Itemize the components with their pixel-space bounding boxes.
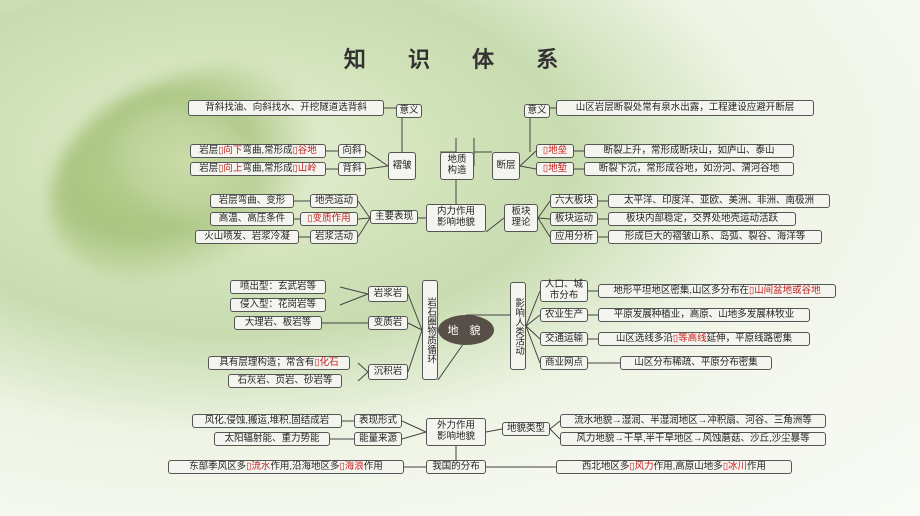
node-n_anticline_desc: 背斜找油、向斜找水、开挖隧道选背斜 xyxy=(188,100,384,116)
node-n_geostruct: 地质构造 xyxy=(440,152,474,180)
node-n_crust_d: 岩层弯曲、变形 xyxy=(210,194,294,208)
node-n_fault: 断层 xyxy=(492,152,520,180)
node-n_agri_d: 平原发展种植业，高原、山地多发展林牧业 xyxy=(598,308,810,322)
node-n_pm_d: 板块内部稳定，交界处地壳运动活跃 xyxy=(608,212,796,226)
node-n_form: 表现形式 xyxy=(354,414,402,428)
node-n_platemove: 板块运动 xyxy=(550,212,598,226)
node-n_form_d: 风化,侵蚀,搬运,堆积,固结成岩 xyxy=(192,414,342,428)
node-n_meta_d: 高温、高压条件 xyxy=(210,212,294,226)
node-n_lt1: 流水地貌→湿润、半湿润地区→冲积扇、河谷、三角洲等 xyxy=(560,414,826,428)
node-n_china_l: 东部季风区多▯流水作用,沿海地区多▯海浪作用 xyxy=(168,460,404,474)
node-n_trans_d: 山区选线多沿▯等高线延伸，平原线路密集 xyxy=(598,332,810,346)
node-n_horst_d: 断裂上升，常形成断块山，如庐山、泰山 xyxy=(584,144,794,158)
node-n_meta_ex: 大理岩、板岩等 xyxy=(234,316,322,330)
node-n_plate: 板块理论 xyxy=(504,204,538,232)
node-n_fold: 褶皱 xyxy=(388,152,416,180)
node-n_agri: 农业生产 xyxy=(540,308,588,322)
node-n_graben_d: 断裂下沉，常形成谷地，如汾河、渭河谷地 xyxy=(584,162,794,176)
node-n_graben: ▯地堑 xyxy=(536,162,574,176)
node-n_magma: 岩浆活动 xyxy=(310,230,358,244)
node-n_human: 影响人类活动 xyxy=(510,282,526,370)
node-n_sed1: 具有层理构造；常含有▯化石 xyxy=(208,356,350,370)
node-n_comm: 商业网点 xyxy=(540,356,588,370)
node-n_fold_r2: 岩层▯向上弯曲,常形成▯山岭 xyxy=(190,162,326,176)
node-n_anticline: 向斜 xyxy=(338,144,366,158)
node-n_china_r: 西北地区多▯风力作用,高原山地多▯冰川作用 xyxy=(556,460,792,474)
node-n_ap_d: 形成巨大的褶皱山系、岛弧、裂谷、海洋等 xyxy=(608,230,822,244)
node-n_mainperf: 主要表现 xyxy=(370,210,418,224)
node-n_sed: 沉积岩 xyxy=(368,364,408,380)
center-node: 地 貌 xyxy=(438,315,494,345)
node-n_fault_desc: 山区岩层断裂处常有泉水出露，工程建设应避开断层 xyxy=(556,100,814,116)
node-n_metarock: 变质岩 xyxy=(368,316,408,330)
node-n_lt2: 风力地貌→干旱,半干旱地区→风蚀蘑菇、沙丘,沙尘暴等 xyxy=(560,432,826,446)
node-n_six_d: 太平洋、印度洋、亚欧、美洲、非洲、南极洲 xyxy=(608,194,830,208)
node-n_rockcycle: 岩石圈物质循环 xyxy=(422,280,438,380)
node-n_horst: ▯地垒 xyxy=(536,144,574,158)
node-n_inner: 内力作用影响地貌 xyxy=(426,204,486,232)
node-n_trans: 交通运输 xyxy=(540,332,588,346)
node-n_meaning_l: 意义 xyxy=(396,104,422,118)
node-n_comm_d: 山区分布稀疏、平原分布密集 xyxy=(620,356,772,370)
node-n_pop: 人口、城市分布 xyxy=(540,280,588,302)
node-n_intr: 侵入型：花岗岩等 xyxy=(230,298,326,312)
node-n_sed2: 石灰岩、页岩、砂岩等 xyxy=(228,374,342,388)
node-n_crust: 地壳运动 xyxy=(310,194,358,208)
page-title: 知 识 体 系 xyxy=(0,42,920,74)
node-n_meta: ▯变质作用 xyxy=(300,212,358,226)
node-n_outer: 外力作用影响地貌 xyxy=(426,418,486,446)
node-n_extr: 喷出型：玄武岩等 xyxy=(230,280,326,294)
node-n_china: 我国的分布 xyxy=(426,460,486,474)
node-n_apply: 应用分析 xyxy=(550,230,598,244)
node-n_magma_d: 火山喷发、岩浆冷凝 xyxy=(195,230,299,244)
node-n_six: 六大板块 xyxy=(550,194,598,208)
node-n_fold_r1: 岩层▯向下弯曲,常形成▯谷地 xyxy=(190,144,326,158)
node-n_energy_d: 太阳辐射能、重力势能 xyxy=(214,432,330,446)
node-n_pop_d: 地形平坦地区密集,山区多分布在▯山间盆地或谷地 xyxy=(598,284,836,298)
node-n_landtype: 地貌类型 xyxy=(502,422,550,436)
node-n_energy: 能量来源 xyxy=(354,432,402,446)
node-n_meaning_r: 意义 xyxy=(524,104,550,118)
node-n_syncline: 背斜 xyxy=(338,162,366,176)
node-n_igne: 岩浆岩 xyxy=(368,286,408,302)
